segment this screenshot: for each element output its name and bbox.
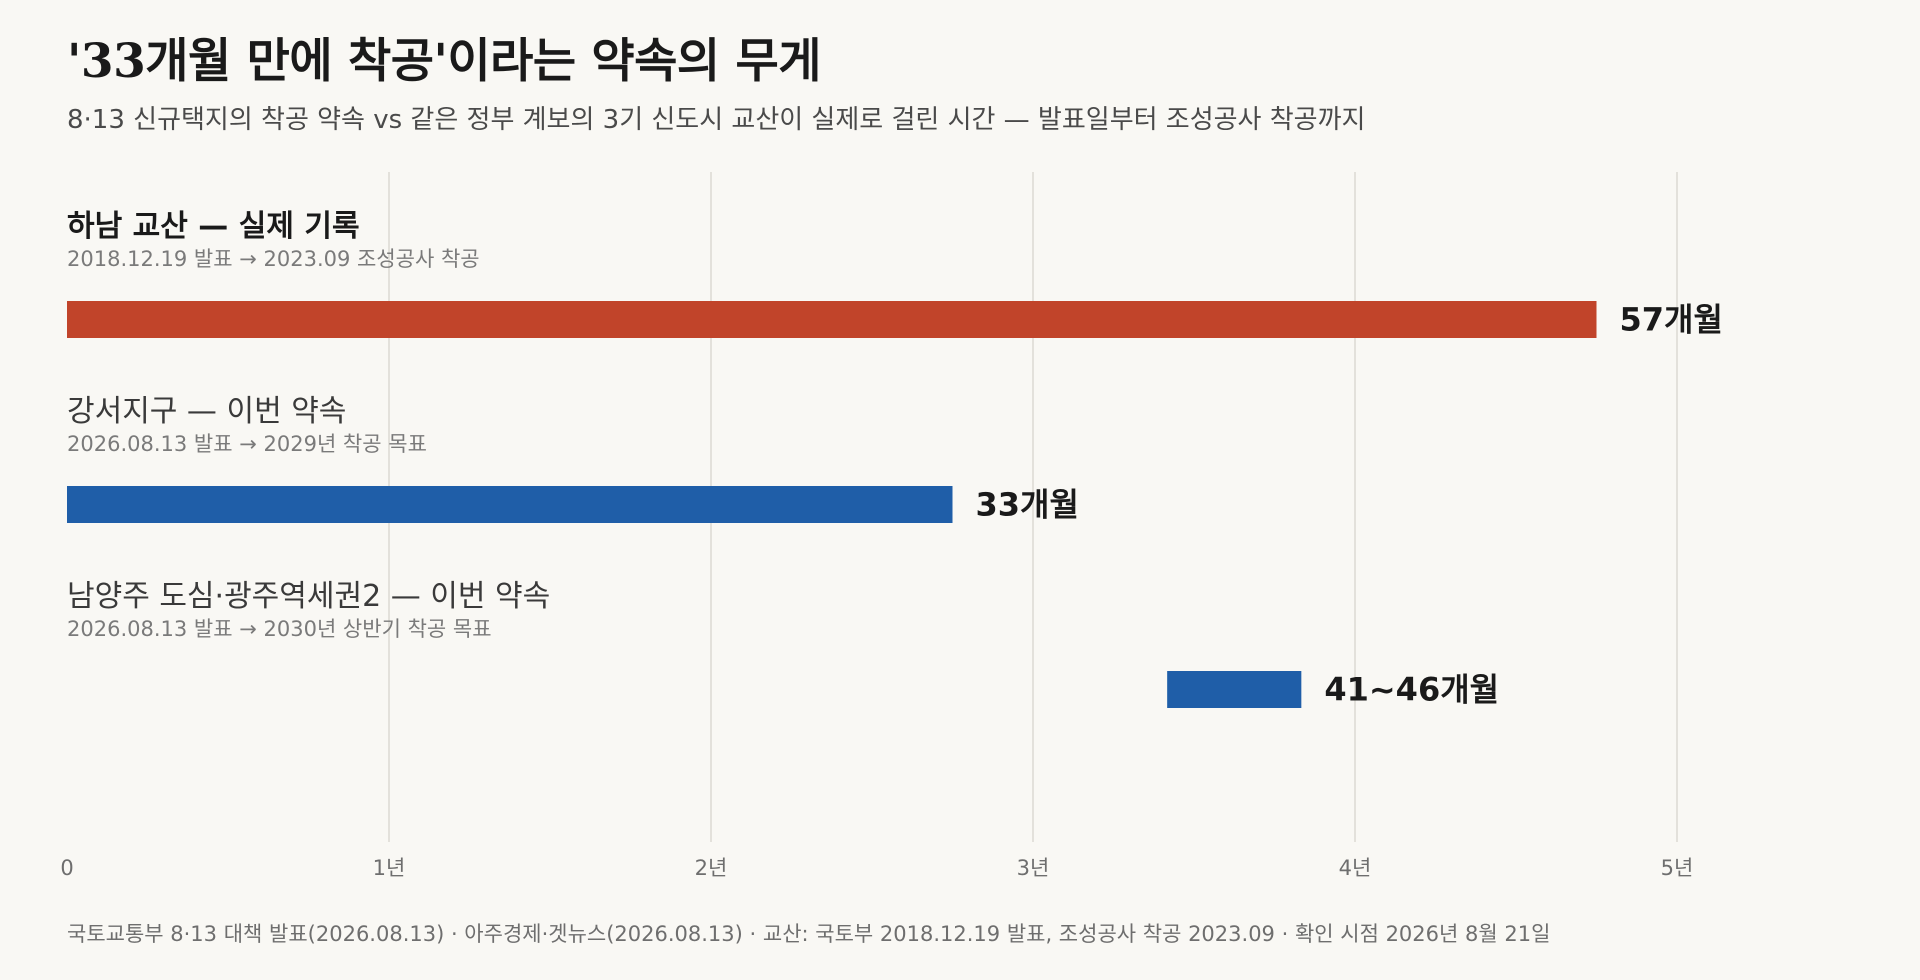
bar bbox=[67, 486, 953, 523]
bar bbox=[67, 301, 1597, 338]
chart-subtitle: 8·13 신규택지의 착공 약속 vs 같은 정부 계보의 3기 신도시 교산이… bbox=[67, 105, 1366, 135]
chart-plot: 0 1년 2년 3년 4년 5년 하남 교산 — 실제 기록 2018.12.19 발표 → … bbox=[60, 172, 1723, 880]
bar-category-label: 남양주 도심·광주역세권2 — 이번 약속 bbox=[67, 579, 550, 614]
x-tick-label: 5년 bbox=[1661, 856, 1694, 880]
source-note: 국토교통부 8·13 대책 발표(2026.08.13) · 아주경제·겟뉴스(… bbox=[67, 922, 1551, 946]
bar bbox=[1167, 671, 1302, 708]
bar-value-label: 33개월 bbox=[976, 486, 1079, 524]
x-tick-label: 0 bbox=[60, 856, 73, 880]
bar-detail-label: 2026.08.13 발표 → 2030년 상반기 착공 목표 bbox=[67, 617, 492, 641]
x-tick-label: 2년 bbox=[695, 856, 728, 880]
bar-category-label: 강서지구 — 이번 약속 bbox=[67, 394, 346, 429]
bar-category-label: 하남 교산 — 실제 기록 bbox=[67, 209, 360, 244]
x-tick-label: 4년 bbox=[1339, 856, 1372, 880]
bar-value-label: 41~46개월 bbox=[1324, 671, 1499, 709]
bar-detail-label: 2026.08.13 발표 → 2029년 착공 목표 bbox=[67, 432, 427, 456]
chart-title: '33개월 만에 착공'이라는 약속의 무게 bbox=[67, 34, 822, 89]
bar-value-label: 57개월 bbox=[1620, 301, 1723, 339]
x-tick-label: 3년 bbox=[1017, 856, 1050, 880]
x-tick-label: 1년 bbox=[373, 856, 406, 880]
bar-detail-label: 2018.12.19 발표 → 2023.09 조성공사 착공 bbox=[67, 247, 480, 271]
